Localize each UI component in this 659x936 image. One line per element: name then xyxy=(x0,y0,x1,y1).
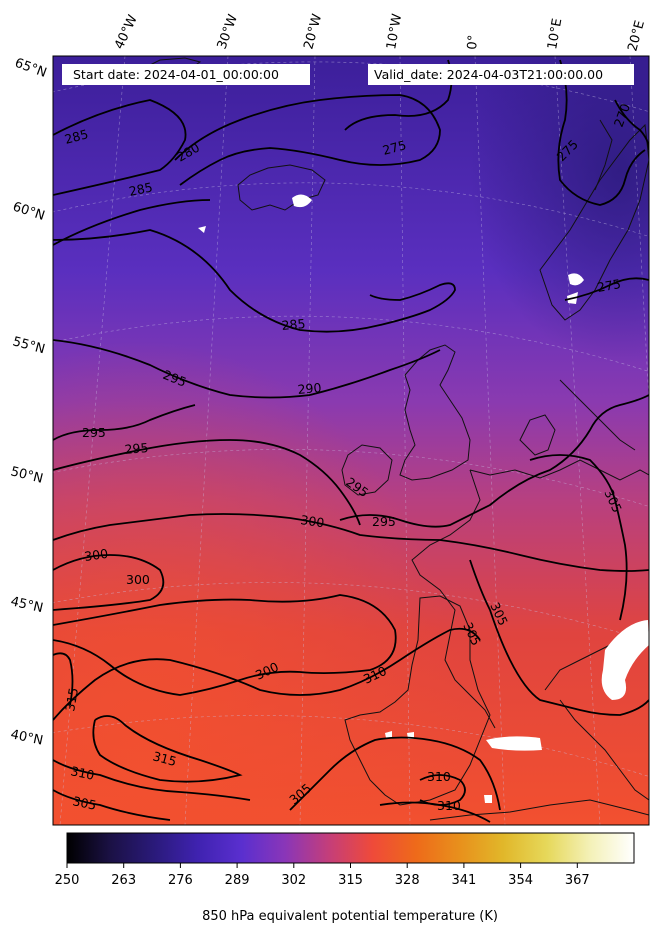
longitude-labels: 40°W 30°W 20°W 10°W 0° 10°E 20°E xyxy=(112,12,648,53)
contour-label: 295 xyxy=(124,440,149,457)
contour-305-mid xyxy=(469,559,649,716)
contour-label: 290 xyxy=(297,380,322,397)
contour-label: 310 xyxy=(437,798,461,813)
start-date-box xyxy=(62,64,310,85)
contour-285-north xyxy=(53,99,187,196)
colorbar-tick-label: 250 xyxy=(55,873,80,888)
contour-300-b xyxy=(53,554,165,611)
contour-label: 300 xyxy=(126,572,150,587)
colorbar-tick-label: 367 xyxy=(565,873,590,888)
great-britain-coast xyxy=(399,344,471,481)
contour-label: 305 xyxy=(71,793,97,813)
contour-label: 310 xyxy=(427,769,451,784)
lon-label-40w: 40°W xyxy=(112,13,141,52)
contour-295-a xyxy=(53,339,311,399)
contour-label: 310 xyxy=(69,763,96,783)
lat-label-40n: 40°N xyxy=(9,727,44,748)
colorbar-tick-label: 289 xyxy=(225,873,250,888)
valid-date-label: Valid_date: 2024-04-03T21:00:00.00 xyxy=(374,67,603,82)
cold-region-shading xyxy=(53,56,649,825)
colorbar-ticks: 250 263 276 289 302 315 328 341 354 367 xyxy=(55,863,590,888)
lat-label-55n: 55°N xyxy=(11,334,47,357)
lon-label-0: 0° xyxy=(465,34,481,50)
contour-label: 295 xyxy=(82,425,106,440)
colorbar: 250 263 276 289 302 315 328 341 354 367 850 hPa e… xyxy=(55,832,635,924)
contour-285-loop xyxy=(53,199,211,246)
scandinavia-coast xyxy=(539,123,649,321)
valid-date-box xyxy=(368,64,634,85)
ireland-coast xyxy=(341,444,393,496)
lon-label-20e: 20°E xyxy=(625,19,648,53)
contour-295-d xyxy=(339,394,649,528)
lat-label-60n: 60°N xyxy=(11,200,47,224)
colorbar-tick-label: 341 xyxy=(451,873,476,888)
contour-310-se2 xyxy=(379,801,491,823)
contour-285-mid xyxy=(53,229,456,333)
colorbar-tick-label: 263 xyxy=(111,873,136,888)
lon-label-30w: 30°W xyxy=(215,12,241,51)
lat-label-50n: 50°N xyxy=(9,464,44,486)
colorbar-tick-label: 276 xyxy=(168,873,193,888)
contour-300-a xyxy=(53,513,649,572)
contour-label: 300 xyxy=(300,512,326,530)
contour-280 xyxy=(174,94,441,186)
lon-label-10w: 10°W xyxy=(384,13,405,51)
latitude-labels: 65°N 60°N 55°N 50°N 45°N 40°N xyxy=(9,56,49,749)
start-date-label: Start date: 2024-04-01_00:00:00 xyxy=(73,67,279,82)
colorbar-gradient xyxy=(66,832,635,864)
coastlines xyxy=(138,57,649,821)
map-frame xyxy=(52,55,650,826)
iceland-coast xyxy=(237,164,326,211)
contour-295-c xyxy=(53,439,361,526)
contour-label: 285 xyxy=(281,316,306,333)
europe-coast xyxy=(469,459,649,481)
missing-data-patches xyxy=(198,194,649,803)
colorbar-tick-label: 302 xyxy=(281,873,306,888)
contour-275-east xyxy=(557,59,646,206)
contour-305-south xyxy=(53,789,171,821)
iberia-coast xyxy=(344,595,491,806)
contour-label: 275 xyxy=(596,276,622,295)
contour-275-scand xyxy=(564,277,649,301)
contour-295-b xyxy=(53,404,196,441)
contour-290 xyxy=(309,349,441,396)
contour-label: 300 xyxy=(83,546,109,564)
contour-label: 295 xyxy=(372,514,396,529)
colorbar-tick-label: 354 xyxy=(508,873,533,888)
colorbar-tick-label: 328 xyxy=(395,873,420,888)
colorbar-title: 850 hPa equivalent potential temperature… xyxy=(202,909,498,924)
contour-label: 315 xyxy=(151,748,178,769)
contour-label: 285 xyxy=(63,126,90,147)
contour-label: 275 xyxy=(381,137,408,158)
contour-315-b xyxy=(92,715,243,783)
map-panel: 285 280 285 275 270 275 275 285 295 290 … xyxy=(53,56,649,825)
lon-label-10e: 10°E xyxy=(545,17,565,50)
lat-label-45n: 45°N xyxy=(9,594,44,616)
contour-305-east xyxy=(529,454,628,621)
colorbar-tick-label: 315 xyxy=(338,873,363,888)
contour-label: 285 xyxy=(128,179,154,199)
contour-270 xyxy=(614,99,649,151)
contour-label: 315 xyxy=(62,686,81,712)
lon-label-20w: 20°W xyxy=(301,12,325,51)
contour-300-c xyxy=(53,594,397,696)
italy-coast xyxy=(559,699,649,801)
contour-310-south xyxy=(53,759,251,801)
lat-label-65n: 65°N xyxy=(13,56,49,81)
contour-315-a xyxy=(53,652,74,706)
contour-310 xyxy=(53,627,481,721)
africa-coast xyxy=(429,799,649,821)
contour-305-sw xyxy=(289,736,501,811)
